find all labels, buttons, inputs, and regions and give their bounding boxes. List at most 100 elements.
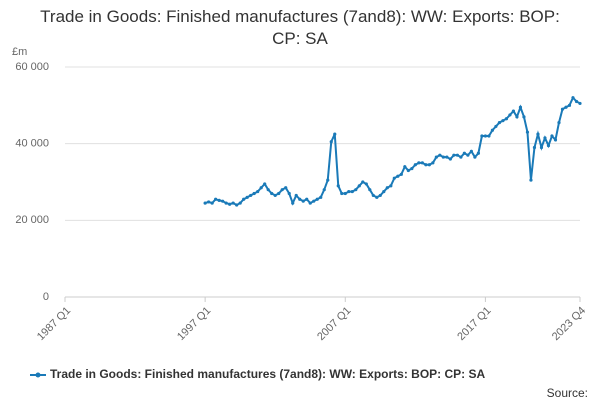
point <box>403 165 407 169</box>
point <box>273 193 277 198</box>
point <box>368 188 372 192</box>
point <box>354 188 358 192</box>
point <box>550 134 554 138</box>
point <box>546 143 551 148</box>
point <box>340 191 344 196</box>
point <box>567 103 572 107</box>
point <box>525 130 530 134</box>
point <box>284 186 288 190</box>
point <box>214 197 218 201</box>
point <box>462 151 466 155</box>
point <box>574 99 579 104</box>
point <box>242 197 246 201</box>
x-tick-label: 2023 Q4 <box>550 305 588 343</box>
point <box>305 197 309 201</box>
point <box>473 155 477 159</box>
point <box>249 193 253 198</box>
x-tick-label: 1987 Q1 <box>35 305 73 343</box>
point <box>494 124 498 129</box>
point <box>210 201 214 205</box>
point <box>221 199 225 203</box>
point <box>459 155 463 159</box>
point <box>231 201 235 205</box>
point <box>532 145 537 150</box>
point <box>347 189 351 194</box>
chart-title: Trade in Goods: Finished manufactures (7… <box>40 7 560 48</box>
point <box>224 201 228 205</box>
point <box>539 145 544 150</box>
point <box>497 120 502 125</box>
point <box>466 153 470 157</box>
point <box>228 202 232 206</box>
legend-label: Trade in Goods: Finished manufactures (7… <box>50 367 485 381</box>
point <box>252 191 256 196</box>
point <box>298 197 302 201</box>
point <box>455 153 459 157</box>
y-tick-label: 0 <box>43 291 49 303</box>
point <box>522 115 526 119</box>
point <box>329 140 333 144</box>
point <box>256 189 260 194</box>
point <box>578 101 582 106</box>
point <box>392 176 396 180</box>
point <box>543 136 547 140</box>
point <box>207 200 211 204</box>
point <box>515 115 519 119</box>
point <box>518 105 523 109</box>
point <box>343 191 347 196</box>
point <box>410 166 414 171</box>
point <box>424 163 428 167</box>
point <box>357 184 361 188</box>
point <box>263 182 267 186</box>
point <box>245 195 249 199</box>
x-tick-label: 2007 Q1 <box>315 305 353 343</box>
x-tick-label: 1997 Q1 <box>175 305 213 343</box>
point <box>557 120 561 125</box>
point <box>336 184 340 188</box>
point <box>476 151 481 155</box>
point <box>291 201 295 205</box>
point <box>301 199 305 203</box>
point <box>480 134 484 138</box>
point <box>508 113 512 117</box>
point <box>452 153 456 157</box>
y-tick-label: 40 000 <box>15 138 49 150</box>
point <box>266 188 270 192</box>
point <box>438 153 442 157</box>
point <box>483 134 488 138</box>
point <box>389 184 393 188</box>
point <box>511 109 516 113</box>
point <box>560 107 565 111</box>
point <box>277 191 281 196</box>
point <box>315 197 319 201</box>
point <box>319 195 323 199</box>
point <box>553 138 558 142</box>
point <box>571 96 575 100</box>
point <box>487 134 491 138</box>
x-tick-label: 2017 Q1 <box>455 305 493 343</box>
point <box>361 180 365 184</box>
point <box>382 189 386 194</box>
point <box>238 201 242 205</box>
point <box>536 132 540 136</box>
point <box>399 172 403 176</box>
y-tick-label: 20 000 <box>15 214 49 226</box>
point <box>490 128 495 132</box>
point <box>434 155 438 159</box>
point <box>375 195 379 199</box>
point <box>312 199 316 203</box>
point <box>417 161 421 165</box>
point <box>385 186 389 190</box>
point <box>445 155 449 159</box>
y-tick-label: 60 000 <box>15 61 49 73</box>
point <box>364 182 368 186</box>
point <box>259 186 263 190</box>
point <box>396 174 400 178</box>
point <box>501 119 505 123</box>
point <box>448 157 452 161</box>
point <box>371 193 375 198</box>
point <box>420 161 424 165</box>
point <box>280 188 284 192</box>
